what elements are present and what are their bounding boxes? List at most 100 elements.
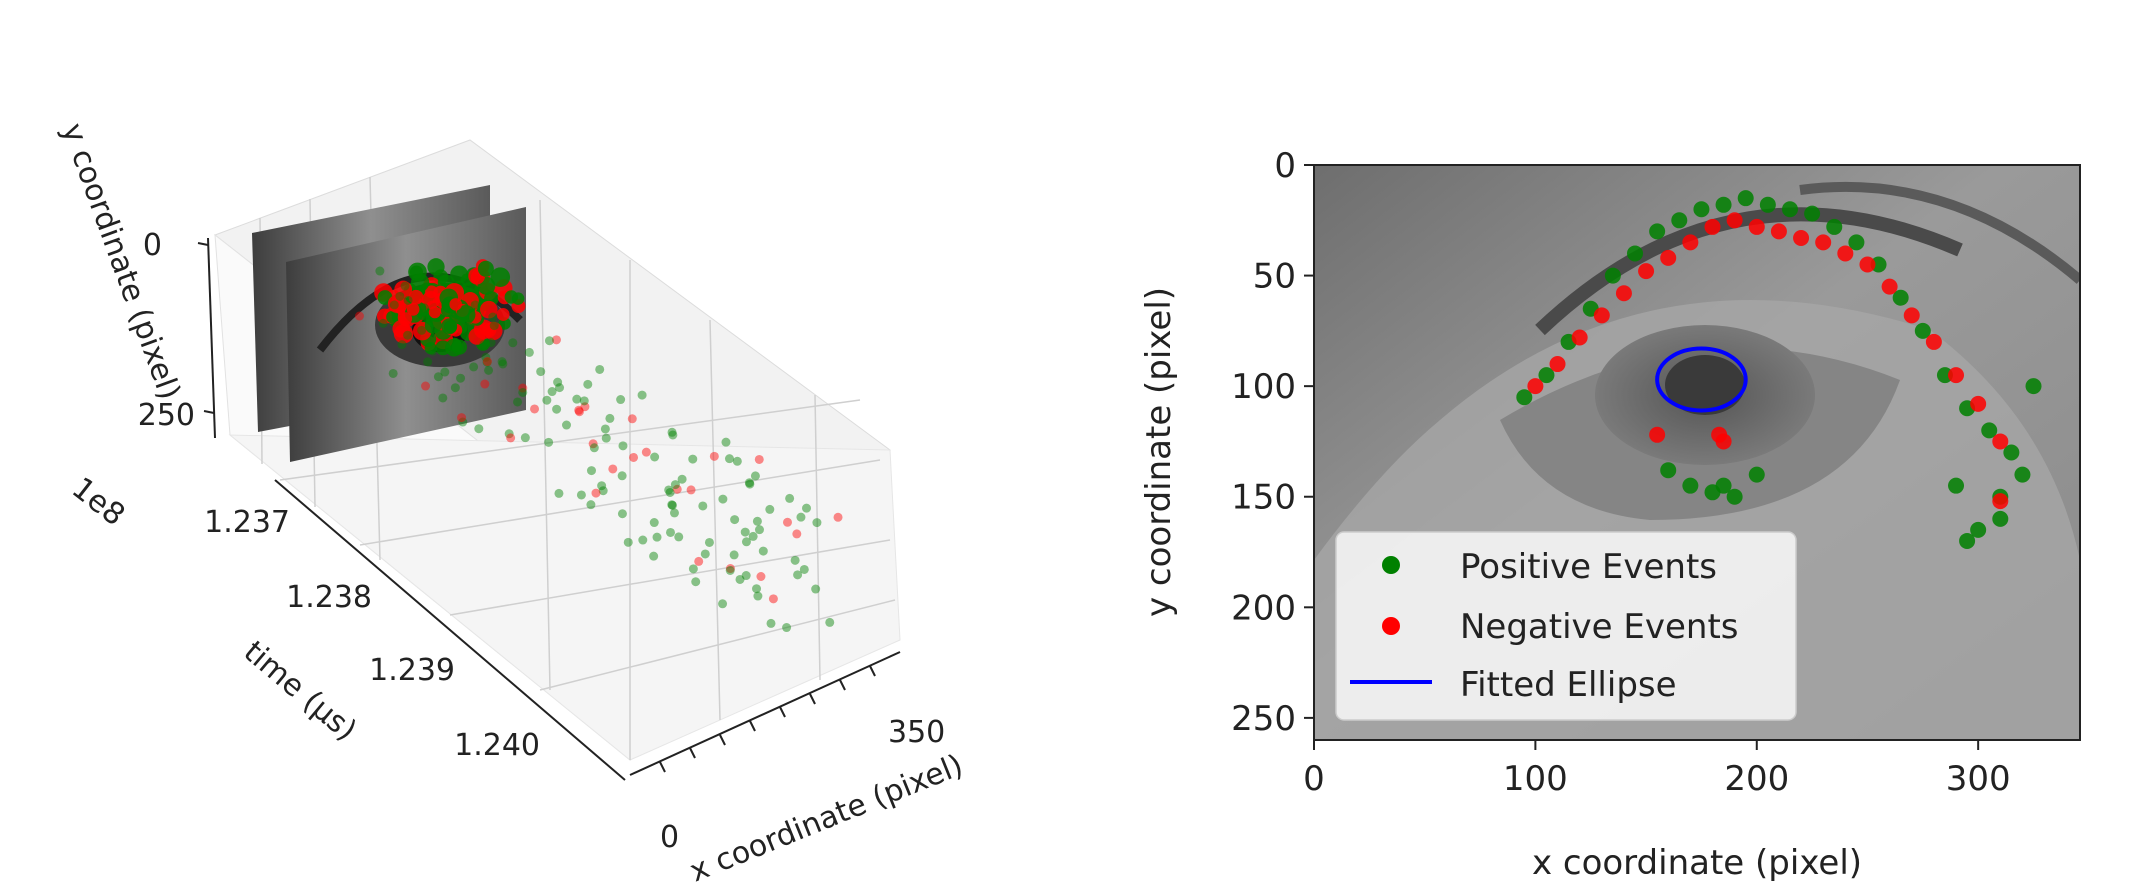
negative-event-point-3d (408, 289, 424, 305)
negative-event-point-3d (421, 290, 440, 309)
negative-event-point-3d (406, 302, 420, 316)
positive-event-point-3d (386, 310, 399, 324)
negative-event-point-3d (694, 556, 704, 566)
positive-event-point-3d (553, 377, 563, 387)
positive-event-point-3d (752, 516, 762, 526)
positive-event-point-3d (802, 503, 812, 513)
positive-event-point-3d (666, 527, 676, 537)
negative-event-point (1815, 234, 1832, 251)
y-tick-label: 100 (1231, 367, 1296, 407)
positive-event-point-3d (790, 555, 800, 565)
time-offset-label: 1e8 (65, 471, 131, 533)
positive-event-point-3d (424, 316, 442, 334)
positive-event-point-3d (744, 478, 754, 488)
positive-event-point (1936, 367, 1953, 384)
positive-event-point (2014, 466, 2031, 483)
positive-event-point-3d (456, 304, 476, 325)
positive-event-point-3d (667, 500, 677, 510)
positive-event-point-3d (721, 437, 731, 447)
positive-event-point-3d (667, 500, 677, 510)
positive-event-point-3d (474, 424, 484, 434)
positive-event-point-3d (451, 339, 467, 355)
negative-event-point-3d (428, 306, 441, 319)
positive-event-point (1726, 488, 1743, 505)
positive-event-point-3d (616, 395, 626, 405)
positive-event-point-3d (748, 531, 758, 541)
event-cloud-3d (354, 258, 843, 633)
positive-event-point-3d (617, 471, 627, 481)
negative-event-point-3d (530, 404, 540, 414)
positive-event-point-3d (440, 367, 450, 377)
positive-event-point-3d (589, 443, 599, 453)
negative-event-point-3d (574, 405, 584, 415)
positive-event-point-3d (508, 338, 518, 348)
positive-event-point-3d (652, 532, 662, 542)
negative-event-point-3d (421, 381, 431, 391)
positive-event-point (1848, 234, 1865, 251)
y-axis-label-2d: y coordinate (pixel) (1139, 287, 1179, 617)
positive-event-point (1660, 462, 1677, 479)
legend-marker-positive (1382, 556, 1400, 574)
legend-label-negative: Negative Events (1460, 607, 1739, 647)
positive-event-point-3d (403, 330, 413, 340)
positive-event-point-3d (782, 623, 792, 633)
positive-event-point-3d (638, 535, 648, 545)
positive-event-point-3d (576, 490, 586, 500)
positive-event-point (1892, 289, 1909, 306)
positive-event-point-3d (597, 481, 607, 491)
positive-event-point-3d (479, 340, 489, 350)
legend-marker-negative (1382, 617, 1400, 635)
positive-event-point (1627, 245, 1644, 262)
x-tick-label: 200 (1724, 759, 1789, 799)
negative-event-point (1726, 212, 1743, 229)
positive-event-point-3d (649, 551, 659, 561)
positive-event-point-3d (664, 485, 674, 495)
positive-event-point-3d (741, 537, 751, 547)
negative-event-point-3d (496, 308, 510, 321)
negative-event-point (1859, 256, 1876, 273)
y-tick-label: 200 (1231, 588, 1296, 628)
legend: Positive Events Negative Events Fitted E… (1335, 531, 1797, 721)
positive-event-point-3d (605, 413, 615, 423)
positive-event-point-3d (688, 454, 698, 464)
positive-event-point-3d (511, 292, 525, 305)
y-tick-label: 0 (1274, 146, 1296, 186)
negative-event-point (1715, 433, 1732, 450)
negative-event-point-3d (768, 594, 778, 604)
time-tick-4: 1.240 (454, 728, 540, 763)
positive-event-point (1804, 205, 1821, 222)
time-tick-3: 1.239 (369, 653, 455, 688)
positive-event-point (1870, 256, 1887, 273)
positive-event-point (1748, 466, 1765, 483)
positive-event-point-3d (600, 424, 610, 434)
positive-event-point-3d (498, 359, 508, 369)
positive-event-point-3d (785, 493, 795, 503)
positive-event-point-3d (811, 584, 821, 594)
positive-event-point-3d (423, 357, 433, 367)
positive-event-point-3d (469, 362, 479, 372)
x3d-tick-350: 350 (888, 715, 945, 750)
negative-event-point-3d (709, 451, 719, 461)
time-tick-2: 1.238 (286, 580, 372, 615)
event-points-2d (1516, 190, 2042, 549)
positive-event-point-3d (552, 404, 562, 414)
positive-event-point-3d (470, 300, 480, 310)
positive-event-point-3d (586, 500, 596, 510)
positive-event-point-3d (378, 318, 388, 328)
legend-label-positive: Positive Events (1460, 547, 1717, 587)
positive-event-point-3d (753, 591, 763, 601)
positive-event-point-3d (583, 379, 593, 389)
positive-event-point-3d (554, 488, 564, 498)
positive-event-point-3d (718, 494, 728, 504)
positive-event-point-3d (704, 537, 714, 547)
positive-event-point-3d (417, 325, 427, 335)
positive-event-point-3d (741, 571, 751, 581)
negative-event-point-3d (754, 454, 764, 464)
negative-event-point-3d (672, 484, 682, 494)
positive-event-point-3d (649, 518, 659, 528)
positive-event-point-3d (579, 396, 589, 406)
axis-y-3d: 0 250 y coordinate (pixel) (54, 119, 216, 439)
negative-event-point (1970, 395, 1987, 412)
positive-event-point-3d (562, 420, 572, 430)
positive-event-point-3d (481, 352, 491, 362)
